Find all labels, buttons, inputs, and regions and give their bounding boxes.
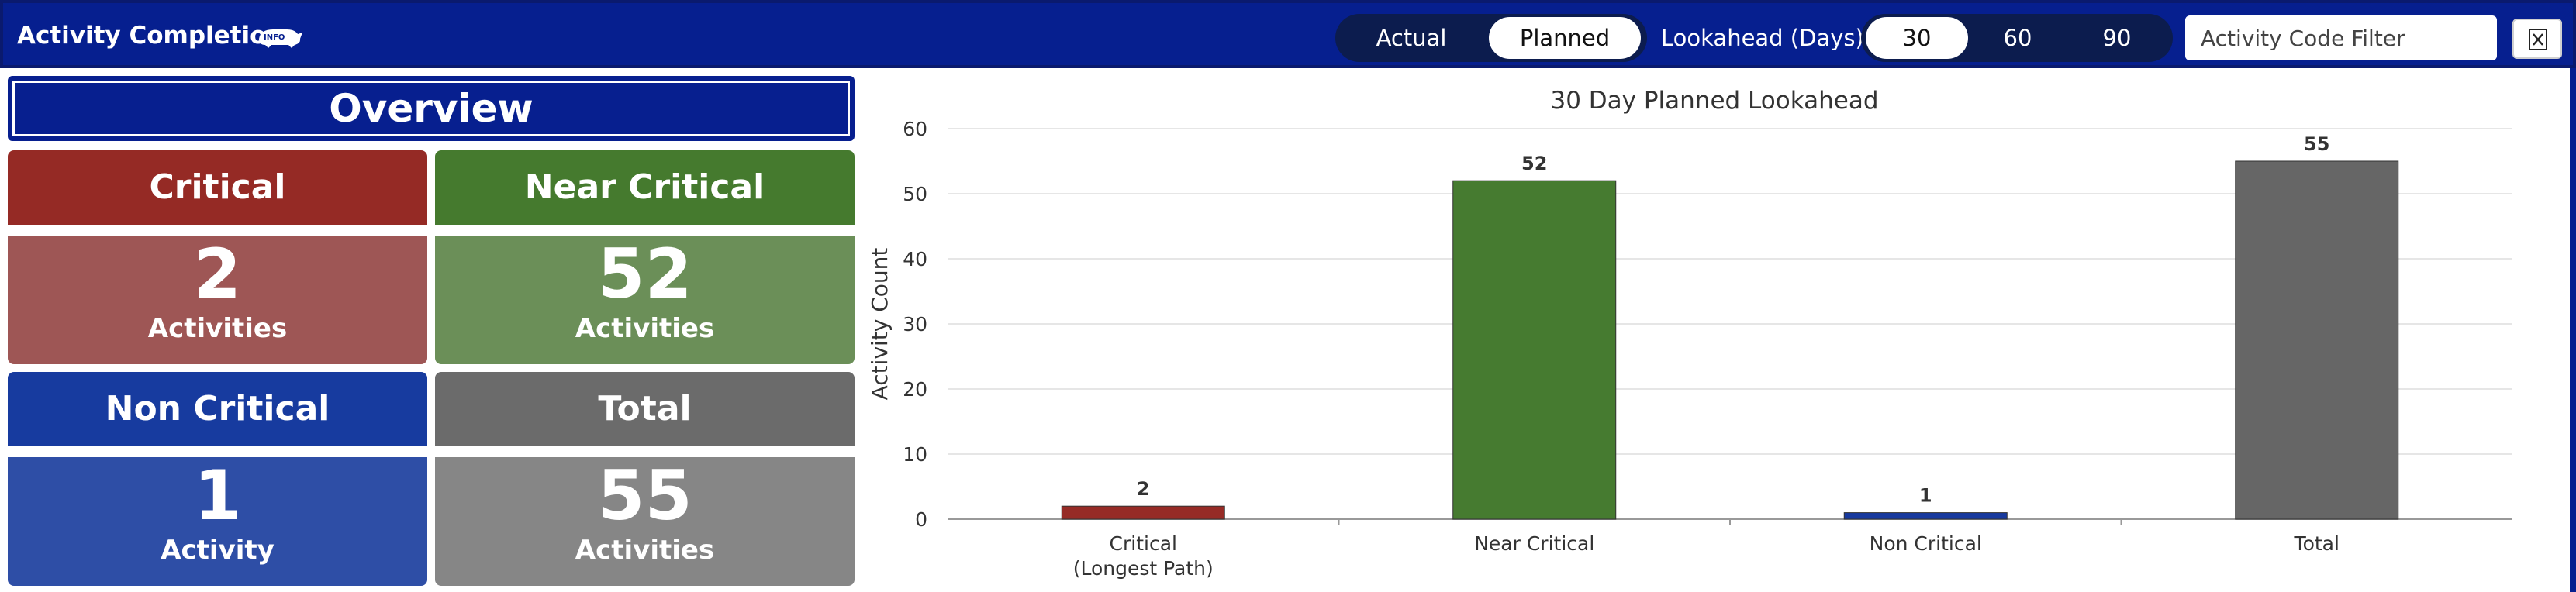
critical-card: Critical 2 Activities bbox=[8, 150, 427, 364]
bar-value-label: 2 bbox=[1137, 478, 1150, 500]
bar[interactable] bbox=[2235, 160, 2399, 520]
total-card-unit: Activities bbox=[575, 535, 715, 566]
total-card-body: 55 Activities bbox=[435, 457, 855, 586]
near-critical-card-unit: Activities bbox=[575, 313, 715, 344]
critical-card-value: 2 bbox=[193, 234, 242, 314]
near-critical-card-value: 52 bbox=[597, 234, 692, 314]
x-tick-label: Non Critical bbox=[1870, 532, 1982, 555]
mode-toggle: Actual Planned bbox=[1335, 14, 1647, 62]
top-bar: Activity Completion INFO Actual Planned … bbox=[0, 0, 2576, 68]
near-critical-card: Near Critical 52 Activities bbox=[435, 150, 855, 364]
right-edge-rail bbox=[2570, 68, 2576, 592]
total-card-value: 55 bbox=[597, 456, 692, 535]
bar[interactable] bbox=[1452, 180, 1617, 520]
app-title: Activity Completion bbox=[17, 22, 284, 50]
activity-code-filter-input[interactable] bbox=[2185, 15, 2497, 60]
bar-value-label: 1 bbox=[1919, 485, 1932, 507]
lookahead-30-button[interactable]: 30 bbox=[1866, 17, 1968, 59]
non-critical-card-body: 1 Activity bbox=[8, 457, 427, 586]
x-tick-label: Critical bbox=[1110, 532, 1177, 555]
y-tick-label: 10 bbox=[903, 443, 927, 466]
near-critical-card-title: Near Critical bbox=[435, 150, 855, 225]
x-tick-label: (Longest Path) bbox=[1073, 557, 1214, 580]
y-tick-label: 60 bbox=[903, 118, 927, 140]
non-critical-card-title: Non Critical bbox=[8, 372, 427, 446]
mode-actual-button[interactable]: Actual bbox=[1376, 25, 1447, 51]
excel-export-icon bbox=[2529, 29, 2547, 50]
lookahead-label: Lookahead (Days): bbox=[1661, 25, 1872, 51]
y-tick-label: 20 bbox=[903, 378, 927, 401]
export-excel-button[interactable] bbox=[2512, 19, 2562, 59]
non-critical-card-unit: Activity bbox=[161, 535, 275, 566]
chart-title: 30 Day Planned Lookahead bbox=[1550, 87, 1878, 115]
y-tick-label: 40 bbox=[903, 248, 927, 270]
critical-card-title: Critical bbox=[8, 150, 427, 225]
bar-value-label: 55 bbox=[2304, 133, 2329, 155]
lookahead-60-button[interactable]: 60 bbox=[2003, 25, 2032, 51]
y-tick-label: 50 bbox=[903, 183, 927, 205]
x-tick-label: Near Critical bbox=[1474, 532, 1594, 555]
near-critical-card-body: 52 Activities bbox=[435, 236, 855, 364]
x-tick-label: Total bbox=[2294, 532, 2339, 555]
y-tick-label: 30 bbox=[903, 313, 927, 336]
lookahead-toggle: 30 60 90 bbox=[1861, 14, 2173, 62]
lookahead-90-button[interactable]: 90 bbox=[2102, 25, 2132, 51]
total-card: Total 55 Activities bbox=[435, 372, 855, 586]
lookahead-bar-chart: 30 Day Planned Lookahead Activity Count … bbox=[867, 87, 2512, 580]
critical-card-unit: Activities bbox=[147, 313, 288, 344]
svg-text:INFO: INFO bbox=[264, 33, 285, 42]
non-critical-card-value: 1 bbox=[193, 456, 242, 535]
info-rhino-icon[interactable]: INFO bbox=[256, 25, 304, 50]
overview-header: Overview bbox=[8, 76, 855, 141]
mode-planned-button[interactable]: Planned bbox=[1489, 17, 1641, 59]
critical-card-body: 2 Activities bbox=[8, 236, 427, 364]
bar[interactable] bbox=[1843, 512, 2008, 520]
y-axis-title: Activity Count bbox=[867, 248, 893, 401]
total-card-title: Total bbox=[435, 372, 855, 446]
bar[interactable] bbox=[1061, 505, 1225, 520]
y-tick-label: 0 bbox=[915, 508, 927, 531]
overview-title: Overview bbox=[12, 81, 850, 136]
non-critical-card: Non Critical 1 Activity bbox=[8, 372, 427, 586]
bar-value-label: 52 bbox=[1521, 153, 1547, 174]
